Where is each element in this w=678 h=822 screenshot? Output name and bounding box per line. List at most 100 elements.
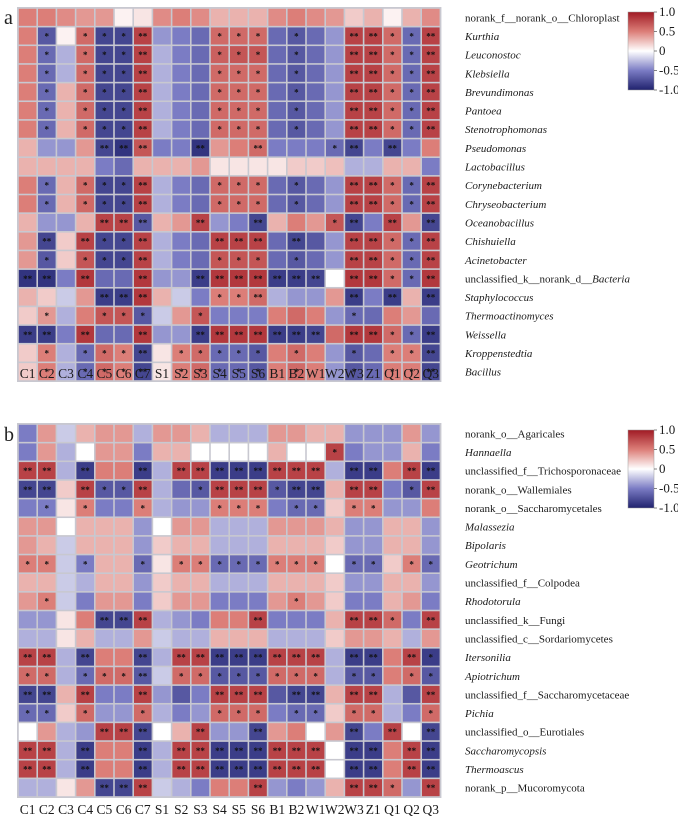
heatmap-cell: [268, 102, 286, 120]
legend-tick-label: -1.0: [659, 82, 678, 97]
heatmap-cell: [306, 462, 325, 480]
significance-mark: **: [138, 87, 148, 97]
significance-mark: **: [42, 330, 52, 340]
heatmap-cell: [57, 363, 75, 381]
row-label: Bipolaris: [465, 540, 506, 552]
significance-mark: *: [102, 237, 107, 247]
significance-mark: *: [217, 199, 222, 209]
heatmap-cell: [38, 139, 56, 157]
significance-mark: **: [81, 765, 91, 775]
significance-mark: **: [426, 218, 436, 228]
heatmap-cell: [364, 307, 382, 325]
significance-mark: **: [388, 727, 398, 737]
heatmap-cell: [249, 424, 267, 442]
heatmap-cell: [249, 685, 267, 703]
heatmap-cell: [306, 648, 325, 666]
significance-mark: **: [81, 653, 91, 663]
heatmap-cell: [57, 325, 75, 343]
significance-mark: *: [313, 709, 318, 719]
significance-mark: **: [23, 274, 33, 284]
heatmap-cell: [172, 158, 190, 176]
heatmap-cell: [230, 195, 248, 213]
row-label: unclassified_k__Fungi: [465, 615, 565, 627]
heatmap-cell: [191, 307, 210, 325]
heatmap-cell: [114, 480, 133, 498]
heatmap-cell: [287, 480, 306, 498]
significance-mark: *: [45, 31, 50, 41]
row-label: Acinetobacter: [464, 255, 527, 267]
heatmap-cell: [230, 288, 248, 306]
heatmap-cell: [57, 480, 75, 498]
heatmap-cell: [114, 46, 133, 64]
column-label: S4: [212, 366, 227, 381]
heatmap-cell: [95, 158, 114, 176]
heatmap-cell: [191, 139, 210, 157]
heatmap-cell: [268, 64, 286, 82]
heatmap-cell: [364, 480, 382, 498]
heatmap-cell: [287, 592, 306, 610]
significance-mark: **: [42, 746, 52, 756]
column-label: C7: [135, 802, 151, 817]
heatmap-cell: [230, 574, 248, 592]
heatmap-cell: [306, 120, 325, 138]
heatmap-cell: [326, 480, 344, 498]
heatmap-cell: [345, 120, 363, 138]
heatmap-cell: [345, 251, 363, 269]
heatmap-cell: [210, 741, 229, 759]
significance-mark: *: [121, 69, 126, 79]
heatmap-cell: [191, 120, 210, 138]
significance-mark: *: [256, 181, 261, 191]
heatmap-cell: [326, 443, 344, 461]
heatmap-cell: [287, 344, 306, 362]
heatmap-cell: [345, 139, 363, 157]
heatmap-cell: [230, 741, 248, 759]
column-label: Z1: [366, 366, 381, 381]
heatmap-cell: [422, 232, 440, 250]
heatmap-cell: [326, 723, 344, 741]
heatmap-cell: [249, 480, 267, 498]
significance-mark: **: [138, 367, 148, 377]
heatmap-cell: [364, 344, 382, 362]
significance-mark: *: [45, 181, 50, 191]
significance-mark: *: [333, 218, 338, 228]
heatmap-cell: [172, 462, 190, 480]
heatmap-cell: [134, 574, 152, 592]
heatmap-cell: [306, 443, 325, 461]
heatmap-cell: [18, 139, 37, 157]
heatmap-cell: [114, 760, 133, 778]
heatmap-cell: [306, 232, 325, 250]
significance-mark: **: [254, 765, 264, 775]
heatmap-cell: [249, 462, 267, 480]
heatmap-cell: [114, 499, 133, 517]
heatmap-cell: [287, 269, 306, 287]
heatmap-cell: [95, 325, 114, 343]
heatmap-cell: [422, 176, 440, 194]
heatmap-cell: [364, 443, 382, 461]
significance-mark: *: [256, 671, 261, 681]
significance-mark: *: [333, 143, 338, 153]
heatmap-cell: [191, 195, 210, 213]
heatmap-cell: [18, 741, 37, 759]
heatmap-cell: [95, 741, 114, 759]
heatmap-cell: [38, 83, 56, 101]
heatmap-cell: [287, 307, 306, 325]
row-label: Thermoactinomyces: [465, 311, 554, 323]
heatmap-cell: [57, 667, 75, 685]
heatmap-cell: [95, 555, 114, 573]
heatmap-cell: [326, 213, 344, 231]
heatmap-cell: [76, 424, 94, 442]
heatmap-cell: [383, 499, 402, 517]
heatmap-cell: [383, 102, 402, 120]
heatmap-cell: [38, 779, 56, 797]
significance-mark: *: [313, 559, 318, 569]
significance-mark: **: [138, 485, 148, 495]
heatmap-cell: [38, 443, 56, 461]
heatmap-cell: [134, 8, 152, 26]
significance-mark: *: [141, 709, 146, 719]
significance-mark: **: [273, 330, 283, 340]
significance-mark: *: [409, 485, 414, 495]
heatmap-cell: [383, 251, 402, 269]
significance-mark: **: [426, 765, 436, 775]
significance-mark: *: [217, 709, 222, 719]
heatmap-cell: [230, 629, 248, 647]
